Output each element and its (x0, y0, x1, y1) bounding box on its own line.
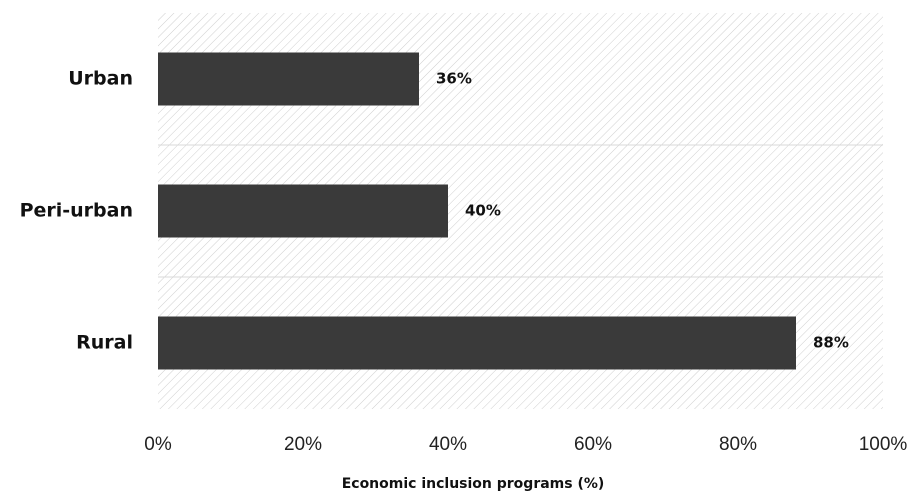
category-label-peri-urban: Peri-urban (20, 200, 133, 222)
x-tick-label: 0% (144, 434, 172, 455)
value-label-urban: 36% (436, 70, 472, 88)
x-tick-label: 80% (719, 434, 757, 455)
x-tick-label: 100% (859, 434, 908, 455)
x-tick-label: 60% (574, 434, 612, 455)
x-tick-label: 20% (284, 434, 322, 455)
value-labels: 36% 40% 88% (436, 70, 849, 352)
x-tick-label: 40% (429, 434, 467, 455)
category-label-rural: Rural (76, 332, 133, 354)
category-label-urban: Urban (68, 68, 133, 90)
value-label-peri-urban: 40% (465, 202, 501, 220)
bars-group (158, 52, 796, 370)
x-axis-title: Economic inclusion programs (%) (342, 476, 605, 492)
category-labels: Urban Peri-urban Rural (20, 68, 133, 354)
value-label-rural: 88% (813, 334, 849, 352)
bar-peri-urban (158, 184, 448, 238)
bar-rural (158, 316, 796, 370)
x-axis-tick-labels: 0% 20% 40% 60% 80% 100% (144, 434, 907, 455)
bar-urban (158, 52, 419, 106)
band-separators (158, 144, 883, 278)
